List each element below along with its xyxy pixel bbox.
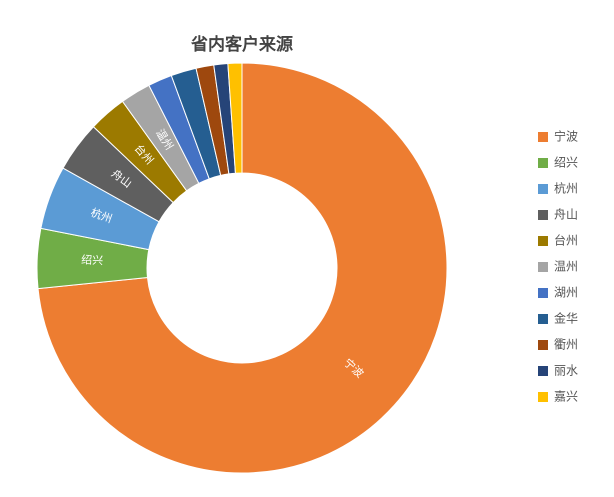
chart-title: 省内客户来源 [190, 34, 293, 55]
legend-label: 嘉兴 [554, 390, 578, 404]
legend-swatch [538, 366, 548, 376]
legend-label: 衢州 [554, 338, 578, 352]
legend-swatch [538, 392, 548, 402]
legend-swatch [538, 132, 548, 142]
legend-label: 湖州 [554, 285, 578, 300]
legend-swatch [538, 236, 548, 246]
legend-swatch [538, 340, 548, 350]
legend-label: 舟山 [554, 208, 578, 222]
slice [227, 62, 243, 174]
slice-label: 绍兴 [81, 252, 104, 267]
legend-label: 金华 [554, 311, 578, 326]
slice [37, 62, 448, 474]
legend-swatch [538, 158, 548, 168]
legend-label: 温州 [554, 260, 578, 274]
legend-label: 丽水 [554, 364, 578, 378]
legend-label: 台州 [554, 233, 578, 248]
legend-label: 杭州 [554, 181, 578, 196]
legend-swatch [538, 184, 548, 194]
legend-swatch [538, 210, 548, 220]
legend-swatch [538, 262, 548, 272]
legend-swatch [538, 288, 548, 298]
legend-label: 宁波 [554, 129, 578, 144]
legend-label: 绍兴 [554, 156, 578, 170]
legend-swatch [538, 314, 548, 324]
